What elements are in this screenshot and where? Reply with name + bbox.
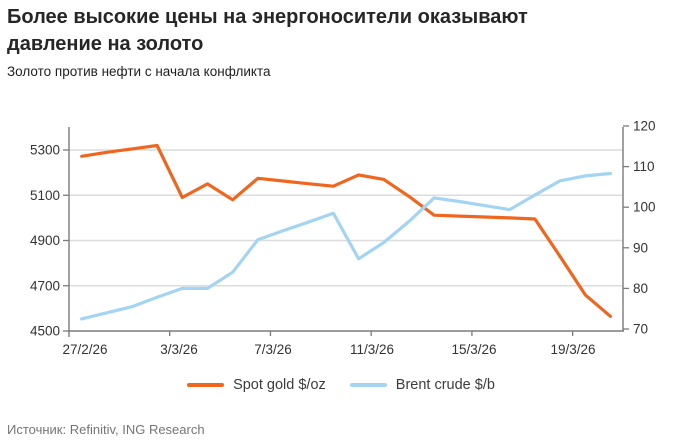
x-axis-label: 19/3/26: [550, 342, 595, 357]
y-axis-right-label: 90: [633, 240, 648, 255]
legend-item-brent: Brent crude $/b: [349, 377, 495, 393]
y-axis-left-label: 5100: [30, 188, 60, 203]
y-axis-right-label: 110: [633, 159, 655, 174]
chart-title: Более высокие цены на энергоносители ока…: [7, 6, 528, 55]
legend-label-gold: Spot gold $/oz: [233, 377, 326, 393]
y-axis-right-label: 120: [633, 119, 656, 134]
y-axis-right-label: 80: [633, 281, 648, 296]
y-axis-left-label: 5300: [30, 143, 60, 158]
chart-legend: Spot gold $/oz Brent crude $/b: [0, 377, 682, 393]
x-axis-label: 15/3/26: [451, 342, 496, 357]
x-axis-label: 11/3/26: [350, 342, 394, 357]
y-axis-right-label: 100: [633, 200, 656, 215]
y-axis-left-label: 4700: [30, 278, 60, 293]
legend-label-brent: Brent crude $/b: [395, 377, 495, 393]
source-note: Источник: Refinitiv, ING Research: [7, 422, 205, 437]
brent-line-swatch-icon: [349, 383, 387, 387]
y-axis-right-label: 70: [633, 322, 648, 337]
y-axis-left-label: 4900: [30, 233, 60, 248]
x-axis-label: 27/2/26: [62, 342, 107, 357]
y-axis-left-label: 4500: [30, 324, 60, 339]
gold-series-line: [79, 143, 613, 318]
brent-series-line: [79, 171, 613, 321]
gold-line-swatch-icon: [187, 383, 225, 387]
chart-subtitle: Золото против нефти с начала конфликта: [7, 64, 271, 79]
x-axis-label: 7/3/26: [254, 342, 292, 357]
legend-item-gold: Spot gold $/oz: [187, 377, 326, 393]
x-axis-label: 3/3/26: [160, 342, 198, 357]
